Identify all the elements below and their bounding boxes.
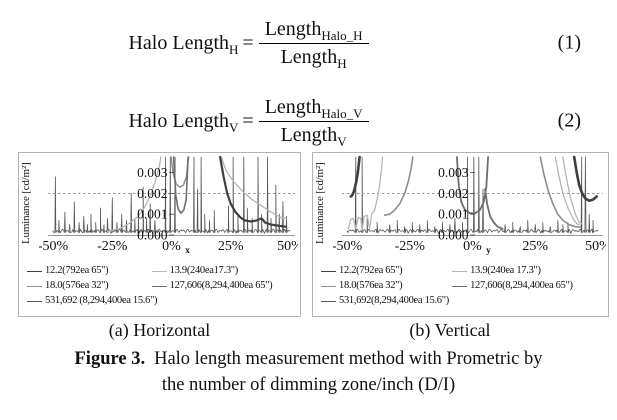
eq1-lhs: Halo LengthH bbox=[128, 31, 239, 57]
eq2-denominator: LengthV bbox=[280, 123, 347, 149]
legend-vertical: 12.2(792ea 65") 13.9(240ea 17.3") 18.0(576… bbox=[321, 265, 606, 307]
svg-text:0.003: 0.003 bbox=[438, 165, 469, 180]
halo-chart-horizontal: 0.000 0.001 0.002 0.003 -50% -25% 0% 25% 50% x bbox=[39, 155, 298, 255]
legend-item: 127,606(8,294,400ea 65") bbox=[452, 280, 606, 292]
legend-line-swatch bbox=[321, 300, 336, 302]
svg-text:50%: 50% bbox=[277, 239, 298, 254]
legend-line-swatch bbox=[151, 270, 167, 272]
equation-1-body: Halo LengthH = LengthHalo_H LengthH bbox=[128, 18, 369, 71]
equation-2-body: Halo LengthV = LengthHalo_V LengthV bbox=[128, 96, 369, 149]
halo-chart-vertical: 0.000 0.001 0.002 0.003 -50% -25% 0% 25% 50% y bbox=[333, 155, 606, 255]
eq2-lhs: Halo LengthV bbox=[128, 109, 239, 135]
subcaption-horizontal: (a) Horizontal bbox=[108, 320, 211, 340]
legend-label: 12.2(792ea 65") bbox=[45, 265, 109, 276]
legend-line-swatch bbox=[321, 285, 336, 287]
legend-item: 12.2(792ea 65") bbox=[321, 265, 452, 277]
svg-text:0.001: 0.001 bbox=[438, 207, 468, 222]
legend-label: 13.9(240ea17.3") bbox=[169, 265, 239, 276]
eq1-equals: = bbox=[242, 31, 254, 54]
legend-item: 13.9(240ea17.3") bbox=[151, 265, 298, 277]
svg-text:25%: 25% bbox=[218, 239, 244, 254]
legend-label: 18.0(576ea 32") bbox=[45, 280, 109, 291]
legend-item: 18.0(576ea 32") bbox=[321, 280, 452, 292]
svg-text:-50%: -50% bbox=[39, 239, 68, 254]
y-axis-label-horizontal: Luminance [cd/m²] bbox=[20, 162, 32, 244]
legend-item: 531,692 (8,294,400ea 15.6") bbox=[27, 295, 298, 307]
eq1-fraction: LengthHalo_H LengthH bbox=[258, 18, 369, 71]
svg-text:0.000: 0.000 bbox=[438, 228, 469, 243]
svg-text:y: y bbox=[486, 246, 491, 255]
legend-label: 531,692 (8,294,400ea 15.6") bbox=[45, 295, 158, 306]
legend-label: 18.0(576ea 32") bbox=[339, 280, 403, 291]
legend-line-swatch bbox=[452, 270, 468, 272]
svg-text:-25%: -25% bbox=[97, 239, 128, 254]
y-axis-label-vertical: Luminance [cd/m²] bbox=[314, 162, 326, 244]
equation-2: Halo LengthV = LengthHalo_V LengthV (2) bbox=[0, 84, 617, 158]
legend-label: 531,692(8,294,400ea 15.6") bbox=[339, 295, 449, 306]
figure-caption-text: Halo length measurement method with Prom… bbox=[154, 349, 543, 369]
svg-text:0.002: 0.002 bbox=[438, 186, 468, 201]
svg-text:0%: 0% bbox=[162, 239, 181, 254]
figure-label: Figure 3. bbox=[74, 349, 146, 369]
eq1-number: (1) bbox=[557, 31, 581, 54]
legend-item: 13.9(240ea 17.3") bbox=[452, 265, 606, 277]
svg-text:-50%: -50% bbox=[333, 239, 362, 254]
equation-1: Halo LengthH = LengthHalo_H LengthH (1) bbox=[0, 6, 617, 80]
legend-item: 531,692(8,294,400ea 15.6") bbox=[321, 295, 606, 307]
subcaption-vertical: (b) Vertical bbox=[409, 320, 491, 340]
svg-text:-25%: -25% bbox=[395, 239, 426, 254]
legend-line-swatch bbox=[151, 285, 167, 287]
legend-item: 127,606(8,294,400ea 65") bbox=[151, 280, 298, 292]
svg-text:0.001: 0.001 bbox=[137, 207, 167, 222]
figure-caption-line1: Figure 3. Halo length measurement method … bbox=[0, 349, 617, 370]
svg-text:0.003: 0.003 bbox=[137, 165, 168, 180]
eq2-equals: = bbox=[242, 109, 254, 132]
legend-line-swatch bbox=[27, 270, 42, 272]
legend-line-swatch bbox=[321, 270, 336, 272]
svg-text:25%: 25% bbox=[522, 239, 548, 254]
eq2-number: (2) bbox=[557, 109, 581, 132]
svg-text:0.002: 0.002 bbox=[137, 186, 167, 201]
eq1-numerator: LengthHalo_H bbox=[258, 18, 369, 44]
eq2-numerator: LengthHalo_V bbox=[258, 96, 369, 122]
eq2-fraction: LengthHalo_V LengthV bbox=[258, 96, 369, 149]
legend-label: 12.2(792ea 65") bbox=[339, 265, 403, 276]
chart-panel-horizontal: Luminance [cd/m²] 0.000 0.001 0.002 0.003 -5… bbox=[18, 152, 301, 317]
figure-caption-line2: the number of dimming zone/inch (D/I) bbox=[161, 375, 456, 395]
legend-item: 18.0(576ea 32") bbox=[27, 280, 152, 292]
legend-label: 127,606(8,294,400ea 65") bbox=[470, 280, 573, 291]
legend-item: 12.2(792ea 65") bbox=[27, 265, 152, 277]
svg-text:0%: 0% bbox=[463, 239, 482, 254]
legend-line-swatch bbox=[27, 285, 42, 287]
legend-horizontal: 12.2(792ea 65") 13.9(240ea17.3") 18.0(576e… bbox=[27, 265, 298, 307]
chart-panel-vertical: Luminance [cd/m²] 0.000 0.001 0.002 0.003 -5… bbox=[312, 152, 609, 317]
svg-text:50%: 50% bbox=[585, 239, 606, 254]
legend-label: 13.9(240ea 17.3") bbox=[470, 265, 541, 276]
legend-line-swatch bbox=[452, 285, 468, 287]
legend-label: 127,606(8,294,400ea 65") bbox=[169, 280, 273, 291]
legend-line-swatch bbox=[27, 300, 42, 302]
eq1-denominator: LengthH bbox=[280, 45, 347, 71]
svg-text:x: x bbox=[185, 246, 190, 255]
svg-text:0.000: 0.000 bbox=[137, 228, 168, 243]
